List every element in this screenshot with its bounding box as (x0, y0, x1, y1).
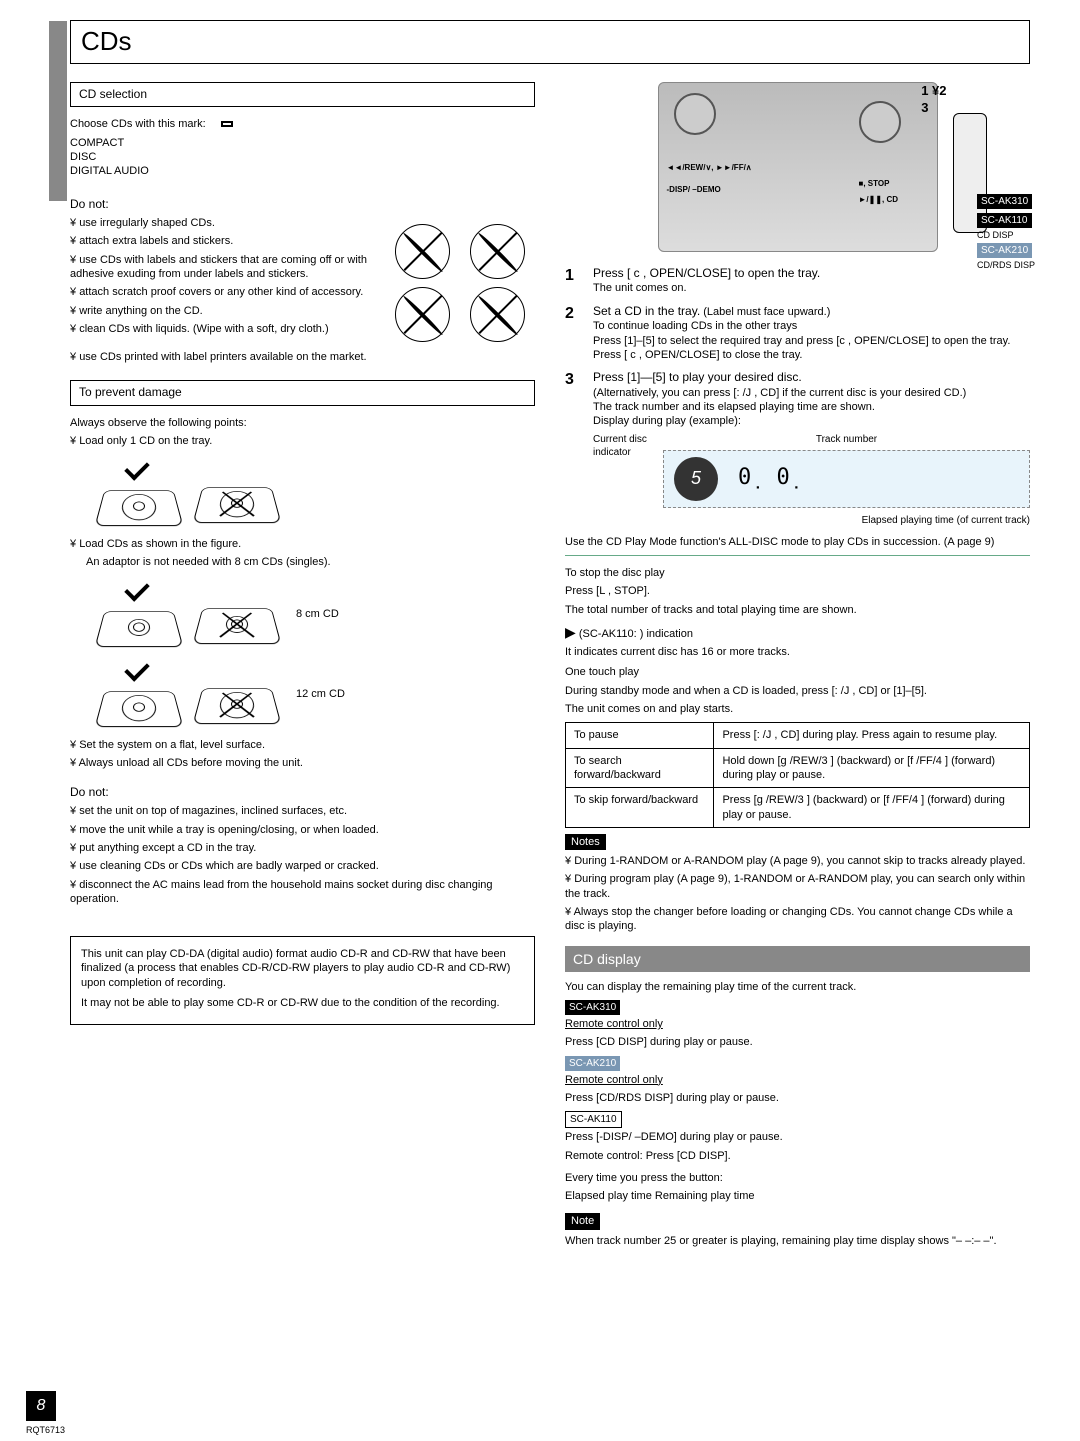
tray-figure-row-2: 8 cm CD (100, 578, 535, 650)
choose-cd-line: Choose CDs with this mark: (70, 117, 535, 131)
prevent-item-2b: An adaptor is not needed with 8 cm CDs (… (70, 555, 535, 569)
segment-display: 0̣ 0̣ (738, 464, 796, 493)
tray-figure-row-3: 12 cm CD (100, 658, 535, 730)
tray-bad-icon (193, 487, 282, 523)
model-chip-310: SC-AK310 (565, 1000, 620, 1015)
do-not-heading-2: Do not: (70, 785, 535, 801)
disc-indicator-icon: 5 (674, 457, 718, 501)
onetouch-heading: One touch play (565, 665, 1030, 679)
prevent-item-2a: Load CDs as shown in the figure. (70, 537, 535, 551)
do-not-list-1: use irregularly shaped CDs. attach extra… (70, 216, 383, 350)
remote-only-1: Remote control only (565, 1017, 1030, 1031)
model-chip-110: SC-AK110 (565, 1111, 622, 1128)
p-110b: Remote control: Press [CD DISP]. (565, 1149, 1030, 1163)
side-tab (49, 21, 67, 201)
check-icon (124, 457, 154, 479)
page-number: 8 (26, 1391, 56, 1421)
cd-display-intro: You can display the remaining play time … (565, 980, 1030, 994)
remote-only-2: Remote control only (565, 1073, 1030, 1087)
display-panel: 5 0̣ 0̣ (663, 450, 1030, 508)
page-title: CDs (70, 20, 1030, 64)
prevent-intro: Always observe the following points: (70, 416, 535, 430)
do-not-list-1b: use CDs printed with label printers avai… (70, 350, 535, 364)
doc-code: RQT6713 (26, 1425, 65, 1437)
p-110a: Press [-DISP/ –DEMO] during play or paus… (565, 1130, 1030, 1144)
bad-disc-icon (470, 287, 525, 342)
step-3: 3 Press [1]—[5] to play your desired dis… (565, 370, 1030, 526)
tray-8cm-good-icon (95, 611, 184, 647)
onetouch-p2: The unit comes on and play starts. (565, 702, 1030, 716)
stop-p1: Press [L , STOP]. (565, 584, 1030, 598)
unit-illustration: ◄◄/REW/∨, ►►/FF/∧ -DISP/ –DEMO ■, STOP ►… (658, 82, 938, 252)
check-icon (124, 658, 154, 680)
prevent-item-4: Always unload all CDs before moving the … (70, 756, 535, 770)
step-1: 1 Press [ c , OPEN/CLOSE] to open the tr… (565, 266, 1030, 296)
stop-p2: The total number of tracks and total pla… (565, 603, 1030, 617)
left-column: CD selection Choose CDs with this mark: … (70, 82, 535, 1252)
callout-labels: 1 ¥2 3 (921, 83, 946, 117)
tray-figure-row-1 (100, 457, 535, 529)
do-not-heading-1: Do not: (70, 197, 535, 213)
tray-good-icon (95, 490, 184, 526)
tray-8cm-bad-icon (193, 608, 282, 644)
tray-12cm-bad-icon (193, 688, 282, 724)
arrow-icon: ▶ (565, 624, 576, 640)
cdr-note-box: This unit can play CD-DA (digital audio)… (70, 936, 535, 1025)
label-elapsed: Elapsed playing time (of current track) (663, 514, 1030, 527)
note-25: When track number 25 or greater is playi… (565, 1234, 1030, 1248)
cd-display-heading: CD display (565, 946, 1030, 972)
label-8cm: 8 cm CD (296, 607, 339, 621)
right-column: ◄◄/REW/∨, ►►/FF/∧ -DISP/ –DEMO ■, STOP ►… (565, 82, 1030, 1252)
check-icon (124, 578, 154, 600)
notes-label: Notes (565, 834, 606, 850)
stop-heading: To stop the disc play (565, 566, 1030, 580)
tray-12cm-good-icon (95, 691, 184, 727)
compact-disc-logo (221, 121, 233, 127)
label-current-disc: Current disc indicator (593, 433, 653, 459)
p-310: Press [CD DISP] during play or pause. (565, 1035, 1030, 1049)
toggle-values: Elapsed play time Remaining play time (565, 1189, 1030, 1203)
bad-disc-icon (395, 224, 450, 279)
cd-selection-heading: CD selection (70, 82, 535, 108)
operations-table: To pausePress [: /J , CD] during play. P… (565, 722, 1030, 827)
label-12cm: 12 cm CD (296, 687, 345, 701)
label-track-number: Track number (663, 433, 1030, 446)
do-not-figures (395, 216, 535, 350)
p-210: Press [CD/RDS DISP] during play or pause… (565, 1091, 1030, 1105)
prevent-item-1: Load only 1 CD on the tray. (70, 434, 535, 448)
onetouch-p1: During standby mode and when a CD is loa… (565, 684, 1030, 698)
ak110-text: It indicates current disc has 16 or more… (565, 645, 1030, 659)
bad-disc-icon (395, 287, 450, 342)
ak110-indication: ▶ (SC-AK110: ) indication (565, 623, 1030, 641)
do-not-list-2: set the unit on top of magazines, inclin… (70, 804, 535, 906)
prevent-item-3: Set the system on a flat, level surface. (70, 738, 535, 752)
page-title-text: CDs (81, 26, 132, 56)
bad-disc-icon (470, 224, 525, 279)
model-chip-210: SC-AK210 (565, 1056, 620, 1071)
model-labels: SC-AK310 SC-AK110 CD DISP SC-AK210 CD/RD… (977, 192, 1035, 272)
step-2: 2 Set a CD in the tray. (Label must face… (565, 304, 1030, 362)
notes-list: During 1-RANDOM or A-RANDOM play (A page… (565, 854, 1030, 933)
note-label-2: Note (565, 1213, 600, 1229)
prevent-damage-heading: To prevent damage (70, 380, 535, 406)
all-disc-note: Use the CD Play Mode function's ALL-DISC… (565, 535, 1030, 556)
toggle-intro: Every time you press the button: (565, 1171, 1030, 1185)
